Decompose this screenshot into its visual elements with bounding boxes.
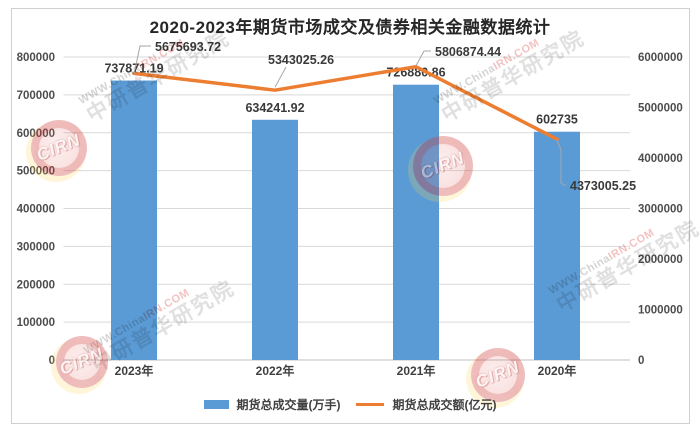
- bar: [111, 80, 157, 361]
- line-data-label: 5343025.26: [268, 53, 334, 67]
- label-leader-line: [556, 139, 567, 187]
- bar: [393, 84, 439, 360]
- bar: [534, 131, 580, 360]
- left-axis-tick: 0: [49, 355, 55, 367]
- right-axis-tick: 5000000: [638, 103, 683, 115]
- left-axis-tick: 500000: [17, 166, 55, 178]
- x-axis-label: 2023年: [115, 363, 154, 378]
- left-axis-tick: 200000: [17, 279, 55, 291]
- legend-line-swatch: [355, 402, 384, 407]
- x-axis-label: 2020年: [538, 363, 577, 378]
- line-data-label: 5675693.72: [155, 40, 221, 54]
- line-data-label: 5806874.44: [435, 45, 501, 59]
- line-data-label: 4373005.25: [570, 179, 636, 193]
- right-axis-tick: 4000000: [638, 153, 683, 165]
- right-axis-tick: 1000000: [638, 305, 683, 317]
- bar: [252, 119, 298, 360]
- bar-data-label: 737871.19: [104, 62, 163, 76]
- x-axis-label: 2021年: [397, 363, 436, 378]
- left-axis-tick: 800000: [17, 52, 55, 64]
- right-axis-tick: 3000000: [638, 204, 683, 216]
- left-axis-tick: 600000: [17, 128, 55, 140]
- label-leader-line: [274, 66, 287, 88]
- left-axis-tick: 400000: [17, 204, 55, 216]
- bar-data-label: 634241.92: [245, 101, 304, 115]
- bar-data-label: 602735: [536, 113, 578, 127]
- left-axis-tick: 700000: [17, 90, 55, 102]
- legend-label-turnover: 期货总成交额(亿元): [392, 398, 497, 412]
- left-axis-tick: 100000: [17, 317, 55, 329]
- chart-title: 2020-2023年期货市场成交及债券相关金融数据统计: [149, 18, 551, 37]
- label-leader-line: [133, 45, 151, 75]
- right-axis-tick: 2000000: [638, 254, 683, 266]
- line-series: [132, 65, 559, 141]
- x-axis-label: 2022年: [256, 363, 295, 378]
- left-axis-tick: 300000: [17, 241, 55, 253]
- legend-label-volume: 期货总成交量(万手): [236, 398, 341, 412]
- label-leader-line: [415, 50, 431, 66]
- chart-legend: 期货总成交量(万手) 期货总成交额(亿元): [0, 396, 700, 413]
- right-axis-tick: 6000000: [638, 52, 683, 64]
- right-axis-tick: 0: [638, 355, 644, 367]
- legend-bar-swatch: [203, 400, 229, 409]
